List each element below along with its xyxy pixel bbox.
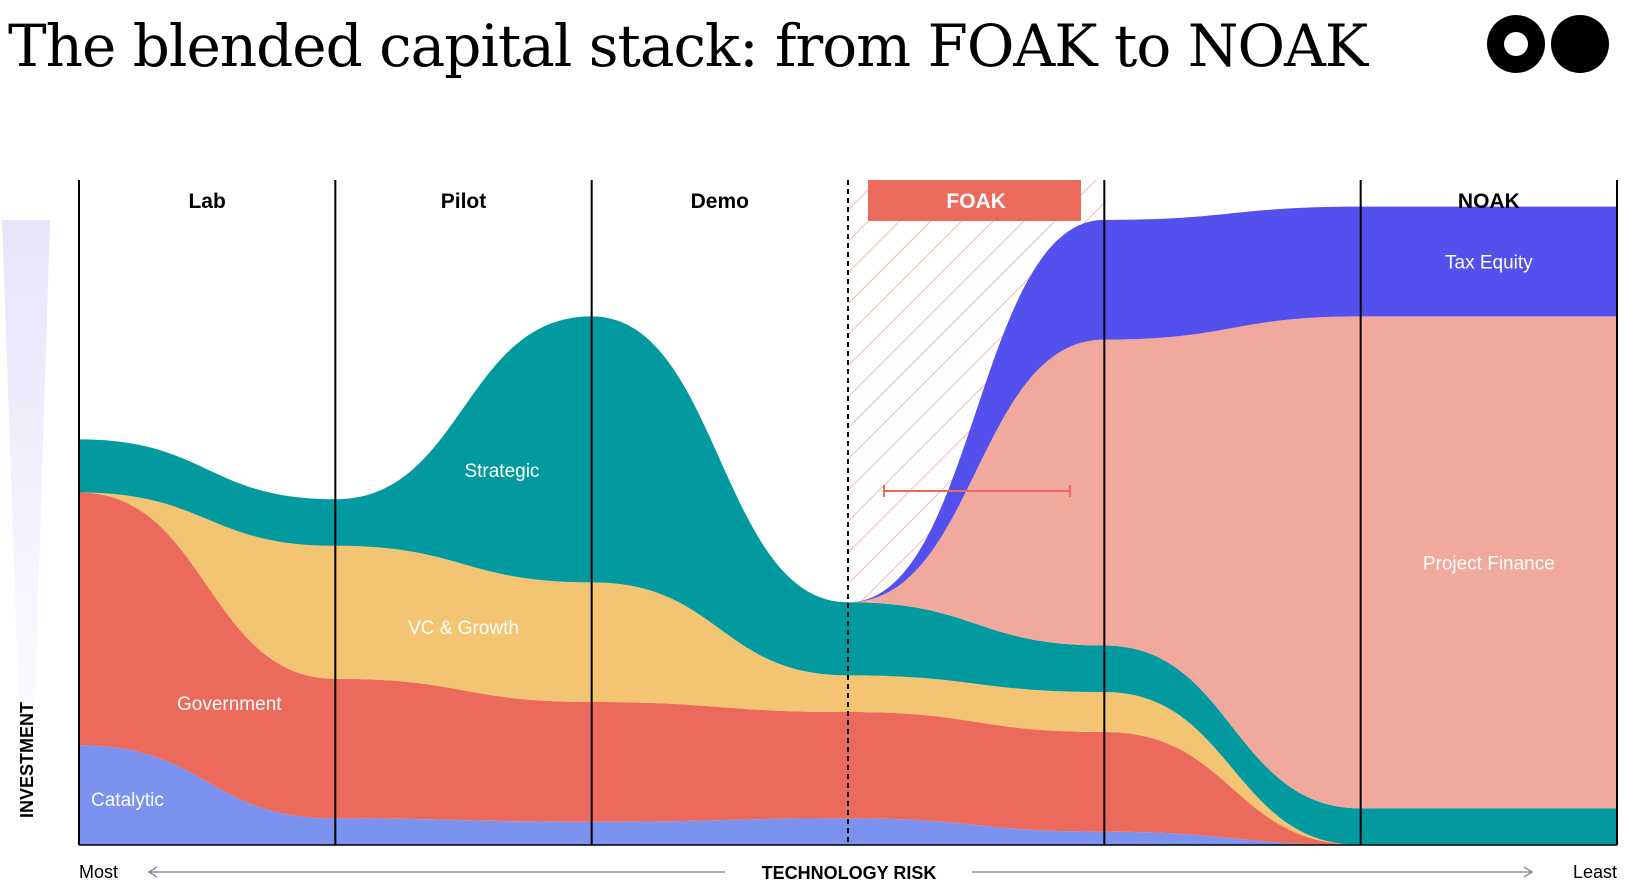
series-label-tax-equity: Tax Equity [1445,252,1533,273]
stage-label-noak: NOAK [1458,190,1520,213]
two-circles-logo-icon [1487,15,1609,73]
x-axis-right-label: Least [1573,862,1617,882]
area-project-finance [79,316,1617,809]
series-label-project-finance: Project Finance [1423,553,1555,574]
foak-stage-box [868,180,1081,221]
x-axis-left-arrow [147,866,725,878]
page-title: The blended capital stack: from FOAK to … [8,12,1368,80]
series-label-vc-growth: VC & Growth [408,618,519,639]
series-label-catalytic: Catalytic [91,790,164,811]
x-axis-title: TECHNOLOGY RISK [762,863,937,883]
stage-label-lab: Lab [188,190,225,213]
y-axis-title: INVESTMENT [17,702,37,818]
area-strategic [79,316,1617,845]
x-axis-left-label: Most [79,862,118,882]
stage-label-pilot: Pilot [441,190,487,213]
series-label-government: Government [177,694,282,715]
x-axis-right-arrow [972,866,1534,878]
foak-gap-bracket [883,485,1071,497]
area-tax-equity [79,206,1617,603]
area-vc-growth [79,492,1617,845]
area-government [79,492,1617,845]
stage-label-foak: FOAK [946,190,1006,213]
series-label-strategic: Strategic [464,461,539,482]
investment-wedge [2,220,50,790]
stage-label-demo: Demo [691,190,749,213]
